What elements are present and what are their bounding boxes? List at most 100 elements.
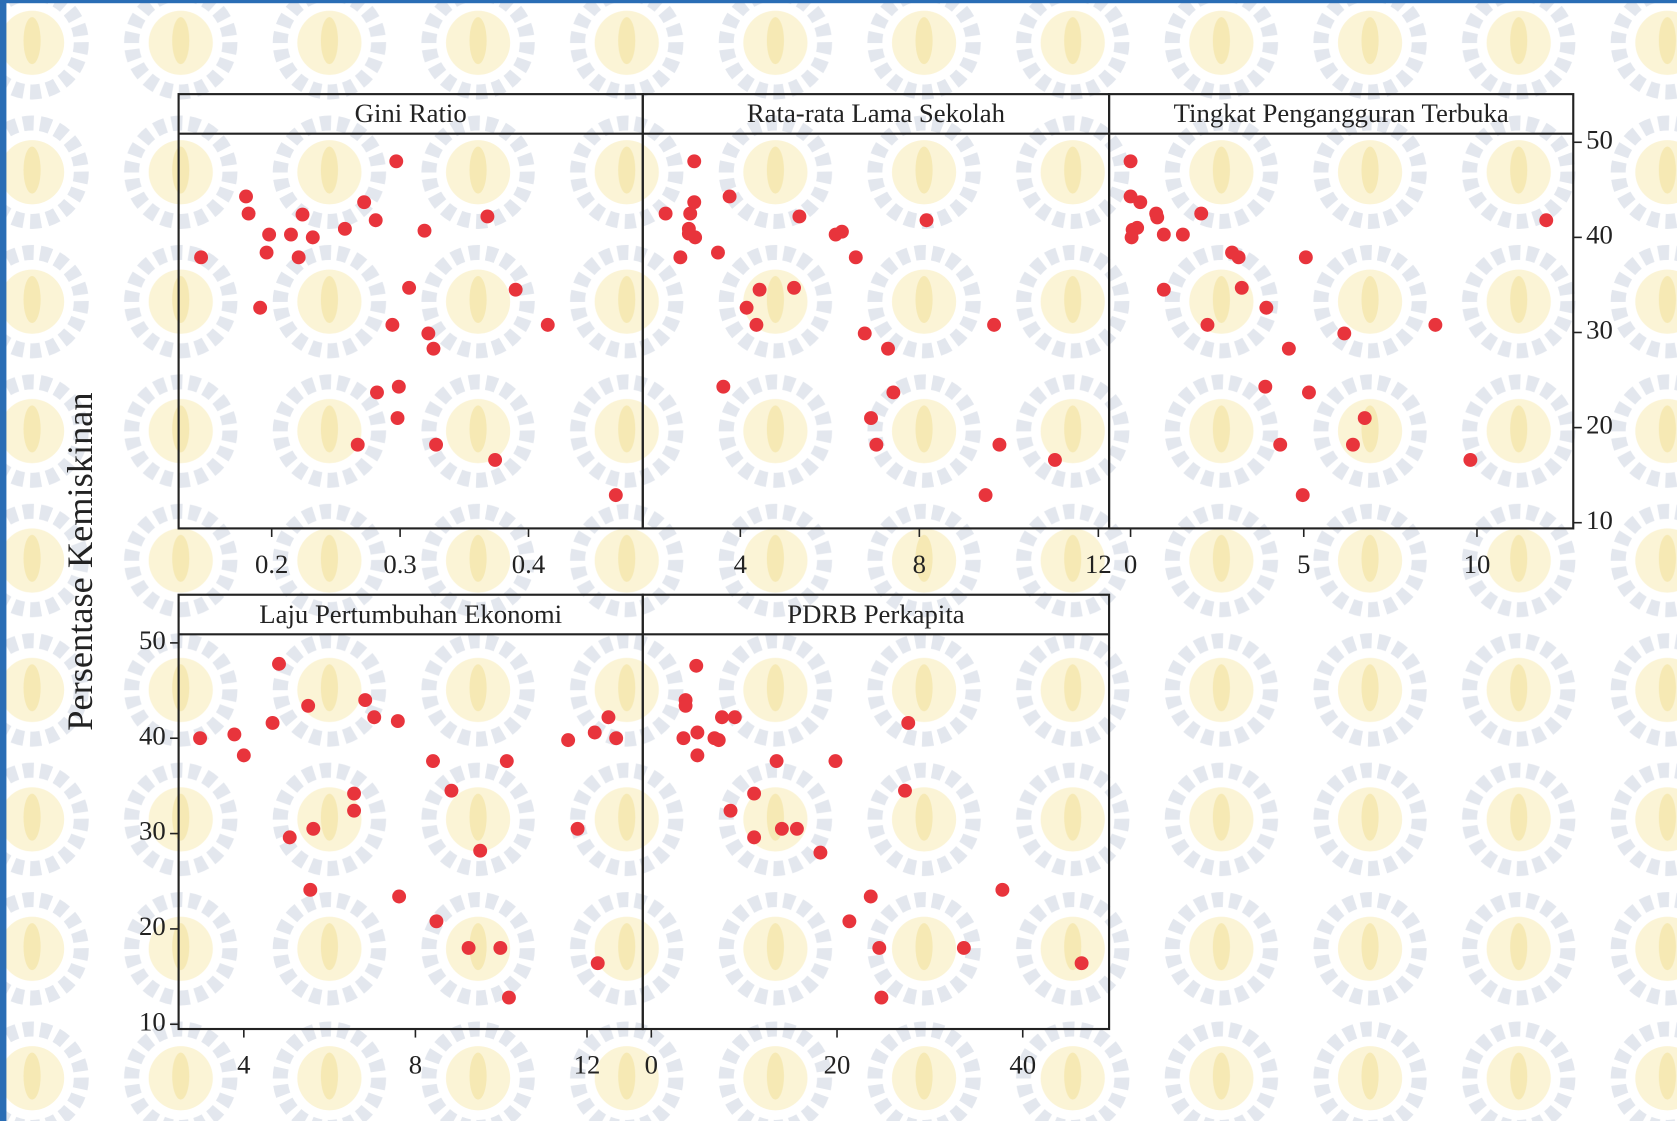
y-tick-label: 40 [139,720,166,750]
top-border [0,0,1677,3]
point [1201,318,1215,332]
point [715,710,729,724]
point [227,727,241,741]
x-tick-label: 0 [1124,549,1137,579]
point [369,213,383,227]
point [609,488,623,502]
point [509,283,523,297]
point [306,230,320,244]
point [842,914,856,928]
point [898,784,912,798]
point [753,283,767,297]
point [1463,453,1477,467]
point [1259,301,1273,315]
point [775,822,789,836]
point [239,190,253,204]
point [272,657,286,671]
x-tick-label: 4 [734,549,747,579]
point [389,154,403,168]
point [301,699,315,713]
x-tick-label: 5 [1297,549,1310,579]
point [723,190,737,204]
point [1282,342,1296,356]
point [426,754,440,768]
point [292,250,306,264]
point [502,991,516,1005]
point [473,844,487,858]
point [872,941,886,955]
point [402,281,416,295]
point [418,224,432,238]
background [0,0,1677,1121]
x-tick-label: 0 [645,1050,658,1080]
point [858,326,872,340]
point [1539,213,1553,227]
point [347,804,361,818]
point [444,784,458,798]
point [770,754,784,768]
point [392,890,406,904]
point [602,710,616,724]
point [266,716,280,730]
point [367,710,381,724]
panel-title: Rata-rata Lama Sekolah [747,98,1005,128]
point [1299,250,1313,264]
panel-title: PDRB Perkapita [787,599,965,629]
point [1075,956,1089,970]
point [303,883,317,897]
point [828,754,842,768]
point [1176,228,1190,242]
x-tick-label: 12 [574,1050,601,1080]
point [347,787,361,801]
point [1273,438,1287,452]
point [260,246,274,260]
point [747,787,761,801]
point [711,246,725,260]
point [488,453,502,467]
point [687,154,701,168]
x-tick-label: 10 [1464,549,1491,579]
point [480,209,494,223]
y-tick-label: 30 [1586,315,1613,345]
point [1150,210,1164,224]
y-axis-title: Persentase Kemiskinan [60,392,100,730]
point [1358,411,1372,425]
point [1337,326,1351,340]
point [995,883,1009,897]
point [979,488,993,502]
left-border [0,0,6,1121]
point [835,225,849,239]
point [591,956,605,970]
point [571,822,585,836]
point [357,195,371,209]
y-tick-label: 20 [1586,410,1613,440]
panel-title: Gini Ratio [355,98,467,128]
point [787,281,801,295]
point [253,301,267,315]
y-tick-label: 10 [1586,505,1613,535]
point [588,726,602,740]
point [728,710,742,724]
point [1235,281,1249,295]
panel-title: Laju Pertumbuhan Ekonomi [259,599,562,629]
x-tick-label: 12 [1085,549,1112,579]
point [716,380,730,394]
point [462,941,476,955]
point [1157,283,1171,297]
point [296,208,310,222]
y-tick-label: 10 [139,1006,166,1036]
point [609,731,623,745]
point [813,846,827,860]
point [849,250,863,264]
point [338,222,352,236]
point [194,250,208,264]
point [306,822,320,836]
point [957,941,971,955]
point [1133,195,1147,209]
point [370,385,384,399]
point [1232,250,1246,264]
point [429,914,443,928]
x-tick-label: 8 [913,549,926,579]
point [1048,453,1062,467]
point [427,342,441,356]
